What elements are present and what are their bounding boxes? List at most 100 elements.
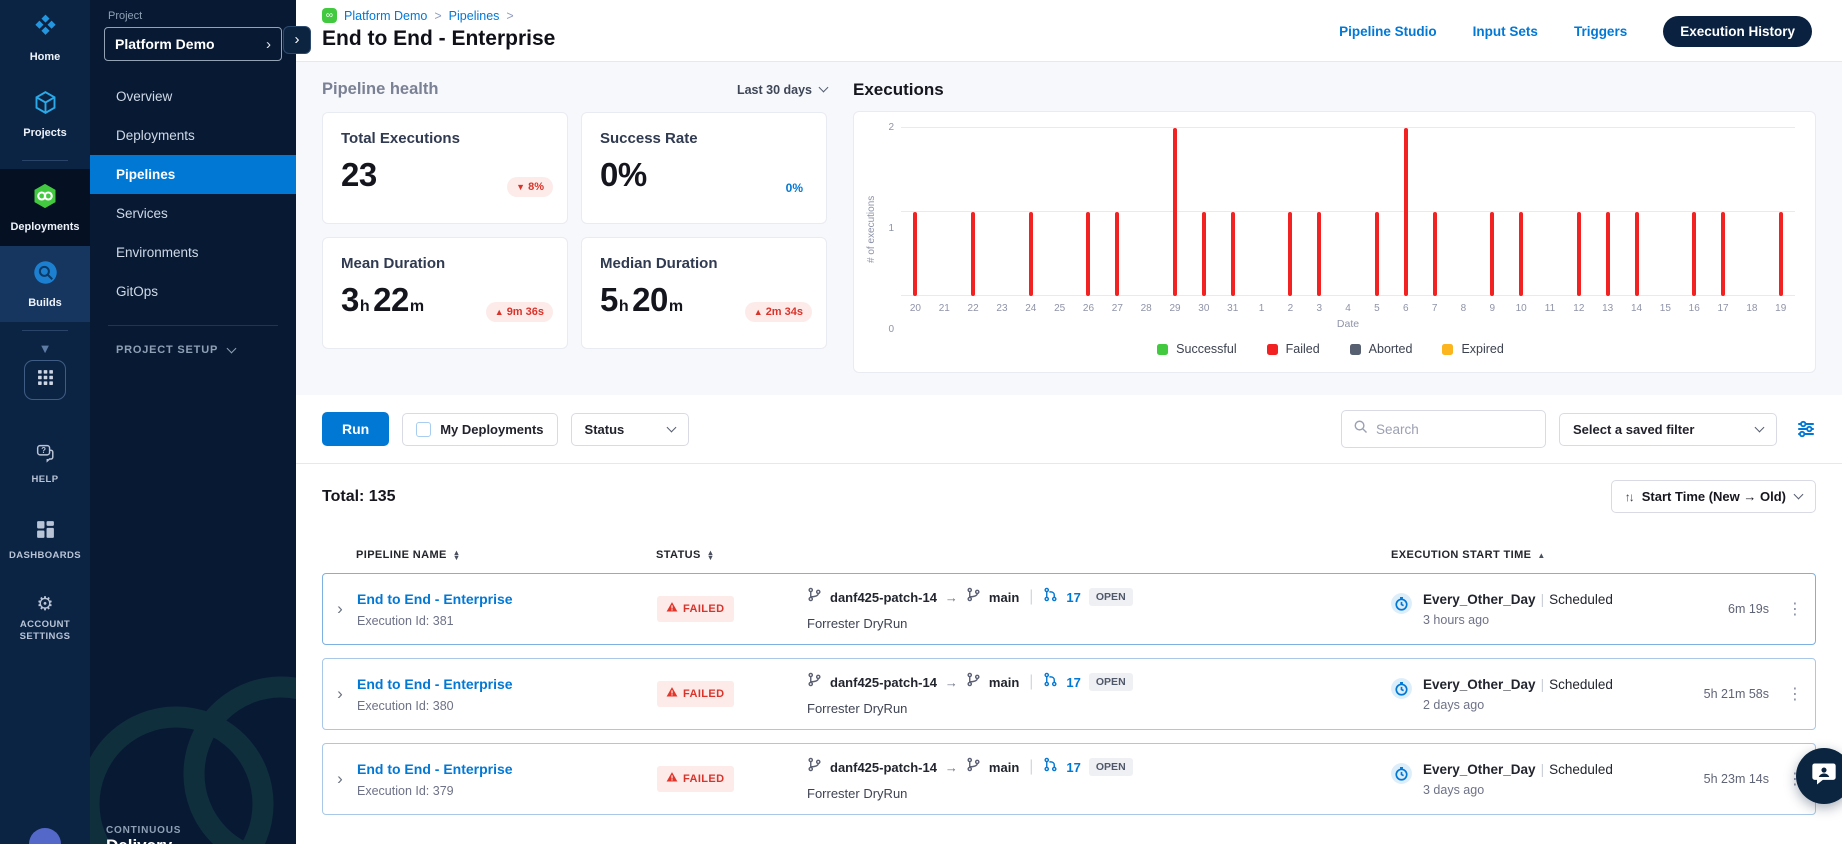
bar-failed[interactable] <box>1576 212 1581 296</box>
rail-item-builds[interactable]: Builds <box>0 246 90 322</box>
bar-failed[interactable] <box>1288 212 1293 296</box>
duration: 5h 21m 58s <box>1703 686 1769 701</box>
rail-item-account-settings[interactable]: ⚙ ACCOUNT SETTINGS <box>0 579 90 661</box>
time-range-value: Last 30 days <box>736 82 812 97</box>
divider: | <box>1029 673 1034 690</box>
column-header-status[interactable]: STATUS ▲ ▼ <box>656 547 715 562</box>
pipeline-name-link[interactable]: End to End - Enterprise <box>357 760 513 777</box>
support-chat-button[interactable] <box>1796 748 1842 804</box>
my-deployments-checkbox[interactable] <box>416 421 432 437</box>
trigger-name: Every_Other_Day <box>1423 591 1536 607</box>
legend-item-aborted: Aborted <box>1349 342 1412 356</box>
pipeline-name-link[interactable]: End to End - Enterprise <box>357 675 513 692</box>
pr-number-link[interactable]: 17 <box>1066 589 1081 605</box>
sidebar-collapse-button[interactable]: › <box>283 26 311 54</box>
execution-id: Execution Id: 380 <box>357 698 454 713</box>
breadcrumb-project-link[interactable]: Platform Demo <box>344 8 428 23</box>
bar-failed[interactable] <box>1605 212 1610 296</box>
rail-item-home[interactable]: Home <box>0 0 90 76</box>
sidebar-item-deployments[interactable]: Deployments <box>116 128 195 143</box>
status-filter-dropdown[interactable]: Status <box>570 412 689 446</box>
row-expand-chevron[interactable]: › <box>337 599 343 618</box>
arrow-right-icon: → <box>944 674 958 690</box>
health-card-label: Median Duration <box>600 255 718 272</box>
bar-failed[interactable] <box>1374 212 1379 296</box>
my-deployments-toggle[interactable]: My Deployments <box>402 412 558 446</box>
row-expand-chevron[interactable]: › <box>337 769 343 788</box>
bar-failed[interactable] <box>1173 128 1178 296</box>
sidebar-item-environments[interactable]: Environments <box>116 245 199 260</box>
saved-filter-dropdown[interactable]: Select a saved filter <box>1559 412 1777 446</box>
bar-failed[interactable] <box>1115 212 1120 296</box>
bar-failed[interactable] <box>1086 212 1091 296</box>
sidebar-item-pipelines[interactable]: Pipelines <box>90 155 296 194</box>
tab-triggers[interactable]: Triggers <box>1573 24 1628 39</box>
run-button[interactable]: Run <box>322 412 390 446</box>
pr-number-link[interactable]: 17 <box>1066 759 1081 775</box>
trigger-type: Scheduled <box>1549 676 1613 692</box>
tab-input-sets[interactable]: Input Sets <box>1472 24 1538 39</box>
bar-failed[interactable] <box>913 212 918 296</box>
bar-failed[interactable] <box>1317 212 1322 296</box>
bar-failed[interactable] <box>1201 212 1206 296</box>
bar-failed[interactable] <box>971 212 976 296</box>
rail-item-help[interactable]: ? HELP <box>0 426 90 503</box>
sidebar-item-overview[interactable]: Overview <box>116 89 173 104</box>
rail-item-projects[interactable]: Projects <box>0 76 90 152</box>
table-body: › End to End - Enterprise Execution Id: 38… <box>322 573 1816 815</box>
rail-item-label: Builds <box>28 297 62 309</box>
bar-failed[interactable] <box>1432 212 1437 296</box>
project-selector[interactable]: Platform Demo › <box>104 27 282 61</box>
chevron-down-icon[interactable]: ▼ <box>38 341 52 356</box>
execution-row[interactable]: › End to End - Enterprise Execution Id: 37… <box>322 743 1816 815</box>
execution-row[interactable]: › End to End - Enterprise Execution Id: 38… <box>322 573 1816 645</box>
rail-item-label: Deployments <box>10 221 80 233</box>
pipeline-name-link[interactable]: End to End - Enterprise <box>357 590 513 607</box>
pr-state-badge: OPEN <box>1088 758 1133 776</box>
bar-failed[interactable] <box>1721 212 1726 296</box>
tab-pipeline-studio[interactable]: Pipeline Studio <box>1339 24 1437 39</box>
pr-number-link[interactable]: 17 <box>1066 674 1081 690</box>
bar-failed[interactable] <box>1519 212 1524 296</box>
user-avatar[interactable] <box>29 828 61 844</box>
bar-failed[interactable] <box>1490 212 1495 296</box>
tab-execution-history[interactable]: Execution History <box>1663 16 1812 47</box>
chart-plot-area <box>901 127 1795 296</box>
sidebar-item-services[interactable]: Services <box>116 206 168 221</box>
bar-failed[interactable] <box>1634 212 1639 296</box>
arrow-right-icon: → <box>944 759 958 775</box>
breadcrumb-separator: > <box>506 8 514 23</box>
search-input[interactable] <box>1376 421 1534 437</box>
execution-row[interactable]: › End to End - Enterprise Execution Id: 38… <box>322 658 1816 730</box>
sidebar-item-gitops[interactable]: GitOps <box>116 284 159 299</box>
row-menu-kebab-icon[interactable]: ⋮ <box>1787 601 1803 618</box>
bar-failed[interactable] <box>1230 212 1235 296</box>
rail-item-label: ACCOUNT SETTINGS <box>19 618 71 643</box>
row-expand-chevron[interactable]: › <box>337 684 343 703</box>
module-grid-button[interactable] <box>24 360 66 400</box>
breadcrumb-pipelines-link[interactable]: Pipelines <box>448 8 500 23</box>
column-header-execution-start-time[interactable]: EXECUTION START TIME ▲ <box>1391 549 1546 561</box>
column-header-pipeline-name[interactable]: PIPELINE NAME ▲ ▼ <box>356 547 461 562</box>
health-card: Total Executions 23 ▼ 8% <box>322 112 568 224</box>
timer-icon <box>1390 762 1413 790</box>
row-menu-kebab-icon[interactable]: ⋮ <box>1787 686 1803 703</box>
bar-failed[interactable] <box>1403 128 1408 296</box>
bar-failed[interactable] <box>1028 212 1033 296</box>
filter-sliders-icon[interactable] <box>1796 419 1816 439</box>
chart-bars <box>901 128 1795 296</box>
rail-item-deployments[interactable]: Deployments <box>0 169 90 246</box>
execution-id: Execution Id: 379 <box>357 783 454 798</box>
timer-icon <box>1390 592 1413 620</box>
warning-icon <box>666 600 678 618</box>
page-header: ∞ Platform Demo > Pipelines > End to End… <box>296 0 1842 62</box>
sort-dropdown[interactable]: ↑↓ Start Time (New → Old) <box>1610 480 1816 513</box>
rail-item-dashboards[interactable]: DASHBOARDS <box>0 503 90 579</box>
bar-failed[interactable] <box>1692 212 1697 296</box>
bar-failed[interactable] <box>1778 212 1783 296</box>
search-field[interactable] <box>1341 410 1546 448</box>
time-range-selector[interactable]: Last 30 days <box>736 82 829 97</box>
project-setup-toggle[interactable]: PROJECT SETUP <box>90 326 296 374</box>
start-time-relative: 2 days ago <box>1423 697 1485 712</box>
